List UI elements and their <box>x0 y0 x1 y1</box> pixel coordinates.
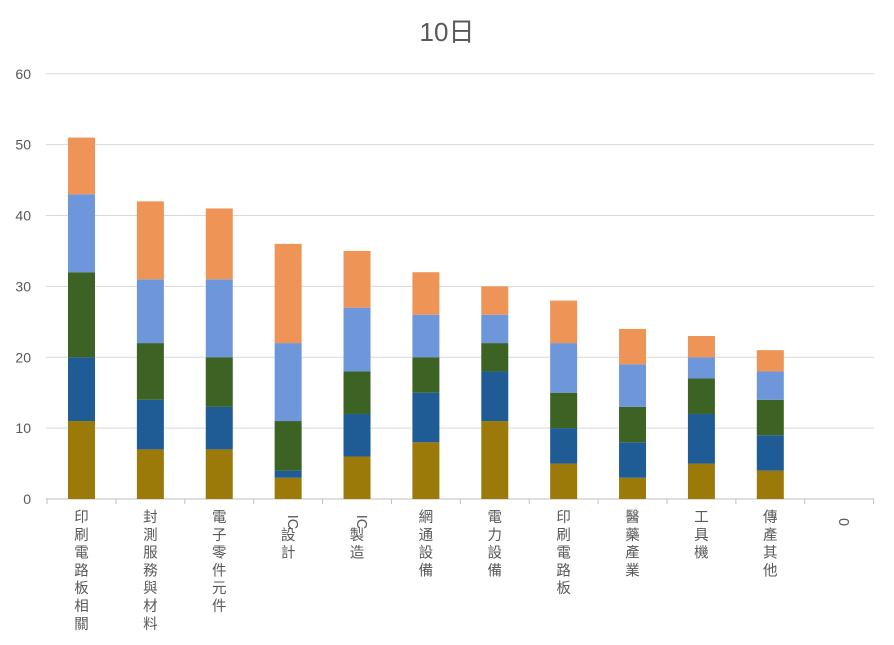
svg-text:0: 0 <box>23 491 31 507</box>
svg-text:板: 板 <box>74 579 89 597</box>
svg-text:造: 造 <box>350 545 365 562</box>
svg-text:印: 印 <box>74 509 89 526</box>
svg-text:相: 相 <box>74 598 89 615</box>
svg-text:藥: 藥 <box>625 527 640 544</box>
svg-text:刷: 刷 <box>74 527 89 544</box>
svg-text:與: 與 <box>143 580 158 597</box>
svg-text:產: 產 <box>763 527 778 544</box>
svg-text:30: 30 <box>15 278 31 294</box>
svg-text:封: 封 <box>143 509 158 526</box>
svg-text:關: 關 <box>74 617 89 633</box>
svg-text:業: 業 <box>625 562 640 579</box>
svg-text:網: 網 <box>419 509 434 526</box>
svg-text:製: 製 <box>350 527 365 544</box>
svg-text:60: 60 <box>15 66 31 82</box>
svg-text:0: 0 <box>835 518 851 526</box>
svg-text:電: 電 <box>556 546 571 562</box>
svg-text:零: 零 <box>212 546 227 562</box>
svg-text:40: 40 <box>15 208 31 224</box>
svg-text:件: 件 <box>212 562 227 579</box>
svg-text:電: 電 <box>74 546 89 562</box>
svg-text:具: 具 <box>694 528 709 544</box>
svg-text:電: 電 <box>488 510 503 526</box>
svg-text:板: 板 <box>556 579 571 597</box>
svg-text:傳: 傳 <box>763 509 778 526</box>
svg-text:50: 50 <box>15 137 31 153</box>
svg-text:件: 件 <box>212 598 227 615</box>
svg-text:產: 產 <box>625 545 640 562</box>
svg-text:設: 設 <box>419 545 434 562</box>
svg-text:路: 路 <box>74 562 89 579</box>
svg-text:務: 務 <box>143 562 158 579</box>
svg-text:設: 設 <box>281 527 296 544</box>
svg-text:材: 材 <box>143 598 158 615</box>
svg-text:測: 測 <box>143 527 158 544</box>
svg-text:備: 備 <box>488 562 503 579</box>
svg-text:醫: 醫 <box>625 509 640 526</box>
svg-text:料: 料 <box>143 616 158 633</box>
svg-text:20: 20 <box>15 349 31 365</box>
svg-text:印: 印 <box>556 509 571 526</box>
svg-text:10: 10 <box>15 420 31 436</box>
svg-text:其: 其 <box>763 545 778 562</box>
svg-text:設: 設 <box>488 545 503 562</box>
svg-text:計: 計 <box>281 545 296 562</box>
svg-text:通: 通 <box>419 527 434 544</box>
svg-text:路: 路 <box>556 562 571 579</box>
svg-text:他: 他 <box>763 562 778 579</box>
svg-text:力: 力 <box>488 527 503 544</box>
svg-text:電: 電 <box>212 510 227 526</box>
svg-text:備: 備 <box>419 562 434 579</box>
svg-text:服: 服 <box>143 546 158 562</box>
svg-text:工: 工 <box>694 510 709 526</box>
svg-text:元: 元 <box>212 581 227 597</box>
svg-text:刷: 刷 <box>556 527 571 544</box>
svg-text:機: 機 <box>694 545 709 562</box>
svg-text:子: 子 <box>212 527 227 544</box>
